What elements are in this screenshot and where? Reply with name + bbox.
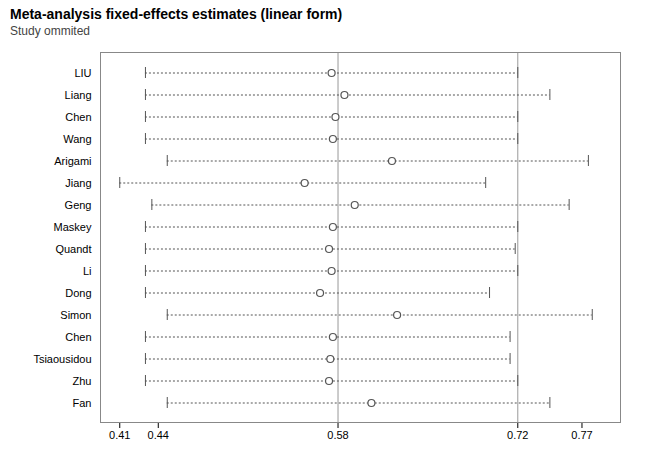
svg-text:Arigami: Arigami — [54, 155, 91, 167]
html-text:Meta-analysis fixed-effects es: Meta-analysis fixed-effects estimates (l… — [10, 6, 343, 22]
svg-text:0.58: 0.58 — [327, 429, 348, 441]
svg-text:Tsiaousidou: Tsiaousidou — [33, 353, 91, 365]
svg-text:Geng: Geng — [65, 199, 92, 211]
svg-text:0.44: 0.44 — [148, 429, 169, 441]
svg-text:0.41: 0.41 — [109, 429, 130, 441]
svg-text:Jiang: Jiang — [65, 177, 91, 189]
html-text:Study ommited: Study ommited — [10, 24, 90, 38]
svg-text:Dong: Dong — [65, 287, 91, 299]
svg-text:Li: Li — [83, 265, 92, 277]
svg-text:Zhu: Zhu — [73, 375, 92, 387]
svg-text:Wang: Wang — [63, 133, 91, 145]
svg-text:Quandt: Quandt — [55, 243, 91, 255]
svg-text:Fan: Fan — [73, 397, 92, 409]
svg-text:Maskey: Maskey — [54, 221, 92, 233]
svg-text:Simon: Simon — [60, 309, 91, 321]
svg-text:Liang: Liang — [65, 89, 92, 101]
svg-text:Chen: Chen — [65, 111, 91, 123]
svg-text:0.72: 0.72 — [507, 429, 528, 441]
svg-text:Chen: Chen — [65, 331, 91, 343]
svg-text:LIU: LIU — [74, 67, 91, 79]
svg-text:0.77: 0.77 — [571, 429, 592, 441]
